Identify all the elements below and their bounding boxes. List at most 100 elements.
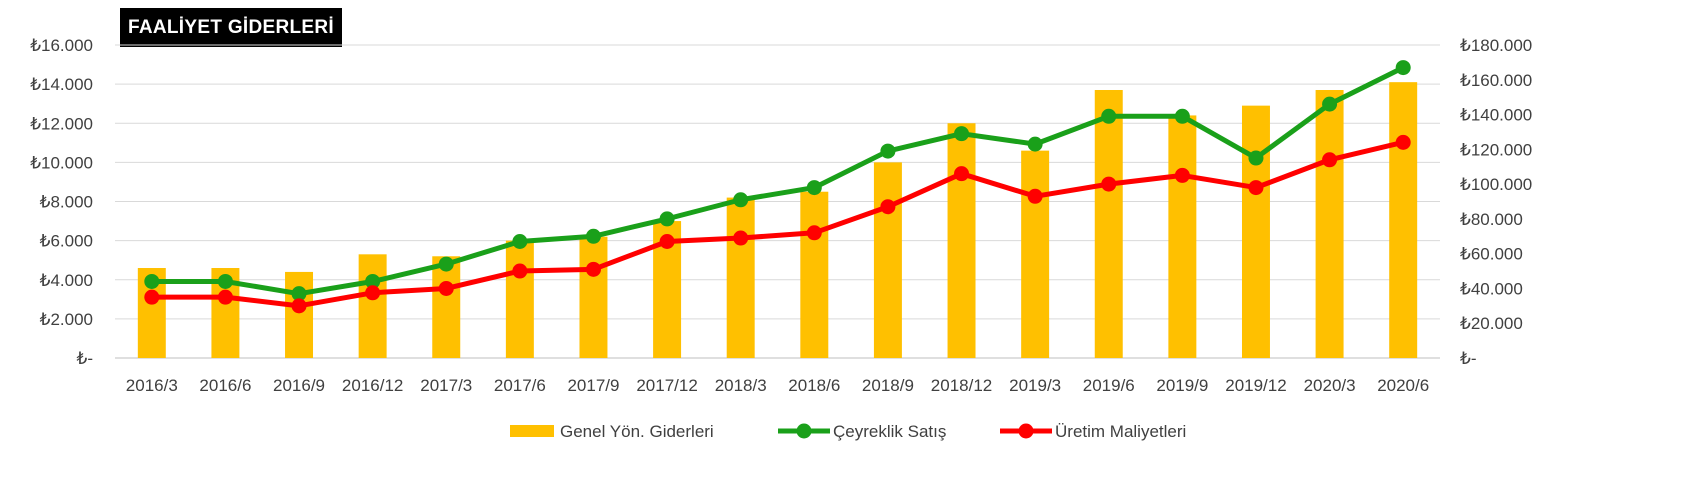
legend-swatch-bar bbox=[510, 425, 554, 437]
x-tick-label: 2019/9 bbox=[1156, 376, 1208, 395]
bar-genel-yon-giderleri bbox=[726, 197, 755, 358]
left-tick-label: ₺12.000 bbox=[30, 114, 93, 133]
point-ceyreklik-satis bbox=[512, 233, 528, 249]
point-uretim-maliyetleri bbox=[1248, 180, 1264, 196]
chart-title: FAALİYET GİDERLERİ bbox=[120, 8, 342, 47]
point-ceyreklik-satis bbox=[1101, 108, 1117, 124]
right-tick-label: ₺100.000 bbox=[1460, 175, 1532, 194]
bar-genel-yon-giderleri bbox=[947, 123, 976, 358]
x-tick-label: 2017/3 bbox=[420, 376, 472, 395]
left-tick-label: ₺16.000 bbox=[30, 36, 93, 55]
point-uretim-maliyetleri bbox=[144, 289, 160, 305]
x-tick-label: 2018/6 bbox=[788, 376, 840, 395]
left-tick-label: ₺- bbox=[77, 349, 93, 368]
right-tick-label: ₺80.000 bbox=[1460, 210, 1523, 229]
right-tick-label: ₺120.000 bbox=[1460, 140, 1532, 159]
right-tick-label: ₺160.000 bbox=[1460, 71, 1532, 90]
x-tick-label: 2016/9 bbox=[273, 376, 325, 395]
point-ceyreklik-satis bbox=[1248, 150, 1264, 166]
bar-genel-yon-giderleri bbox=[505, 240, 534, 358]
right-tick-label: ₺60.000 bbox=[1460, 245, 1523, 264]
right-tick-label: ₺40.000 bbox=[1460, 279, 1523, 298]
x-tick-label: 2017/12 bbox=[636, 376, 697, 395]
bar-genel-yon-giderleri bbox=[1241, 105, 1270, 358]
left-tick-label: ₺2.000 bbox=[40, 310, 93, 329]
point-uretim-maliyetleri bbox=[659, 233, 675, 249]
x-tick-label: 2020/3 bbox=[1304, 376, 1356, 395]
x-tick-label: 2016/12 bbox=[342, 376, 403, 395]
right-tick-label: ₺140.000 bbox=[1460, 106, 1532, 125]
bar-genel-yon-giderleri bbox=[579, 236, 608, 358]
x-tick-label: 2016/3 bbox=[126, 376, 178, 395]
point-uretim-maliyetleri bbox=[217, 289, 233, 305]
gridlines bbox=[115, 44, 1440, 359]
point-uretim-maliyetleri bbox=[880, 199, 896, 215]
legend-swatch-marker bbox=[1018, 423, 1034, 439]
point-uretim-maliyetleri bbox=[733, 230, 749, 246]
point-ceyreklik-satis bbox=[585, 228, 601, 244]
point-uretim-maliyetleri bbox=[365, 285, 381, 301]
bar-genel-yon-giderleri bbox=[432, 256, 461, 358]
x-tick-label: 2017/6 bbox=[494, 376, 546, 395]
x-tick-label: 2018/3 bbox=[715, 376, 767, 395]
point-uretim-maliyetleri bbox=[291, 298, 307, 314]
point-uretim-maliyetleri bbox=[1395, 134, 1411, 150]
point-ceyreklik-satis bbox=[438, 256, 454, 272]
x-axis: 2016/3 2016/6 2016/9 2016/12 2017/3 2017/6 201… bbox=[126, 376, 1429, 395]
point-ceyreklik-satis bbox=[954, 126, 970, 142]
point-ceyreklik-satis bbox=[144, 273, 160, 289]
point-ceyreklik-satis bbox=[1174, 108, 1190, 124]
line-series bbox=[144, 60, 1411, 314]
point-ceyreklik-satis bbox=[291, 286, 307, 302]
point-uretim-maliyetleri bbox=[954, 166, 970, 182]
point-ceyreklik-satis bbox=[1395, 60, 1411, 76]
point-uretim-maliyetleri bbox=[1322, 152, 1338, 168]
right-tick-label: ₺20.000 bbox=[1460, 314, 1523, 333]
legend-label: Üretim Maliyetleri bbox=[1055, 422, 1186, 441]
bar-genel-yon-giderleri bbox=[1315, 89, 1344, 359]
line-ceyreklik-satis bbox=[149, 65, 1406, 297]
left-tick-label: ₺14.000 bbox=[30, 75, 93, 94]
right-tick-label: ₺- bbox=[1460, 349, 1476, 368]
left-tick-label: ₺6.000 bbox=[40, 232, 93, 251]
x-tick-label: 2016/6 bbox=[199, 376, 251, 395]
left-tick-label: ₺8.000 bbox=[40, 193, 93, 212]
x-tick-label: 2019/12 bbox=[1225, 376, 1286, 395]
point-ceyreklik-satis bbox=[365, 273, 381, 289]
bar-genel-yon-giderleri bbox=[1021, 150, 1050, 358]
bar-genel-yon-giderleri bbox=[1094, 89, 1123, 359]
bar-genel-yon-giderleri bbox=[800, 191, 829, 358]
left-axis: ₺- ₺2.000 ₺4.000 ₺6.000 ₺8.000 ₺10.000 ₺12.000… bbox=[30, 36, 93, 368]
left-tick-label: ₺10.000 bbox=[30, 153, 93, 172]
point-uretim-maliyetleri bbox=[438, 280, 454, 296]
x-tick-label: 2018/9 bbox=[862, 376, 914, 395]
point-uretim-maliyetleri bbox=[806, 225, 822, 241]
point-uretim-maliyetleri bbox=[585, 261, 601, 277]
legend: Genel Yön. Giderleri Çeyreklik Satış Üreti… bbox=[510, 422, 1186, 441]
point-uretim-maliyetleri bbox=[1101, 176, 1117, 192]
bar-genel-yon-giderleri bbox=[358, 254, 387, 358]
legend-label: Çeyreklik Satış bbox=[833, 422, 946, 441]
point-ceyreklik-satis bbox=[733, 192, 749, 208]
x-tick-label: 2020/6 bbox=[1377, 376, 1429, 395]
point-ceyreklik-satis bbox=[880, 143, 896, 159]
x-tick-label: 2018/12 bbox=[931, 376, 992, 395]
x-tick-label: 2019/6 bbox=[1083, 376, 1135, 395]
point-uretim-maliyetleri bbox=[1174, 167, 1190, 183]
point-ceyreklik-satis bbox=[659, 211, 675, 227]
point-uretim-maliyetleri bbox=[1027, 188, 1043, 204]
bar-genel-yon-giderleri bbox=[1389, 82, 1418, 358]
x-tick-label: 2017/9 bbox=[567, 376, 619, 395]
point-ceyreklik-satis bbox=[217, 273, 233, 289]
left-tick-label: ₺4.000 bbox=[40, 271, 93, 290]
line-uretim-maliyetleri bbox=[149, 139, 1406, 309]
point-uretim-maliyetleri bbox=[512, 263, 528, 279]
bar-genel-yon-giderleri bbox=[1168, 115, 1197, 358]
bar-series bbox=[137, 82, 1418, 359]
point-ceyreklik-satis bbox=[1027, 136, 1043, 152]
bar-genel-yon-giderleri bbox=[285, 271, 314, 358]
legend-label: Genel Yön. Giderleri bbox=[560, 422, 714, 441]
point-ceyreklik-satis bbox=[806, 180, 822, 196]
right-tick-label: ₺180.000 bbox=[1460, 36, 1532, 55]
